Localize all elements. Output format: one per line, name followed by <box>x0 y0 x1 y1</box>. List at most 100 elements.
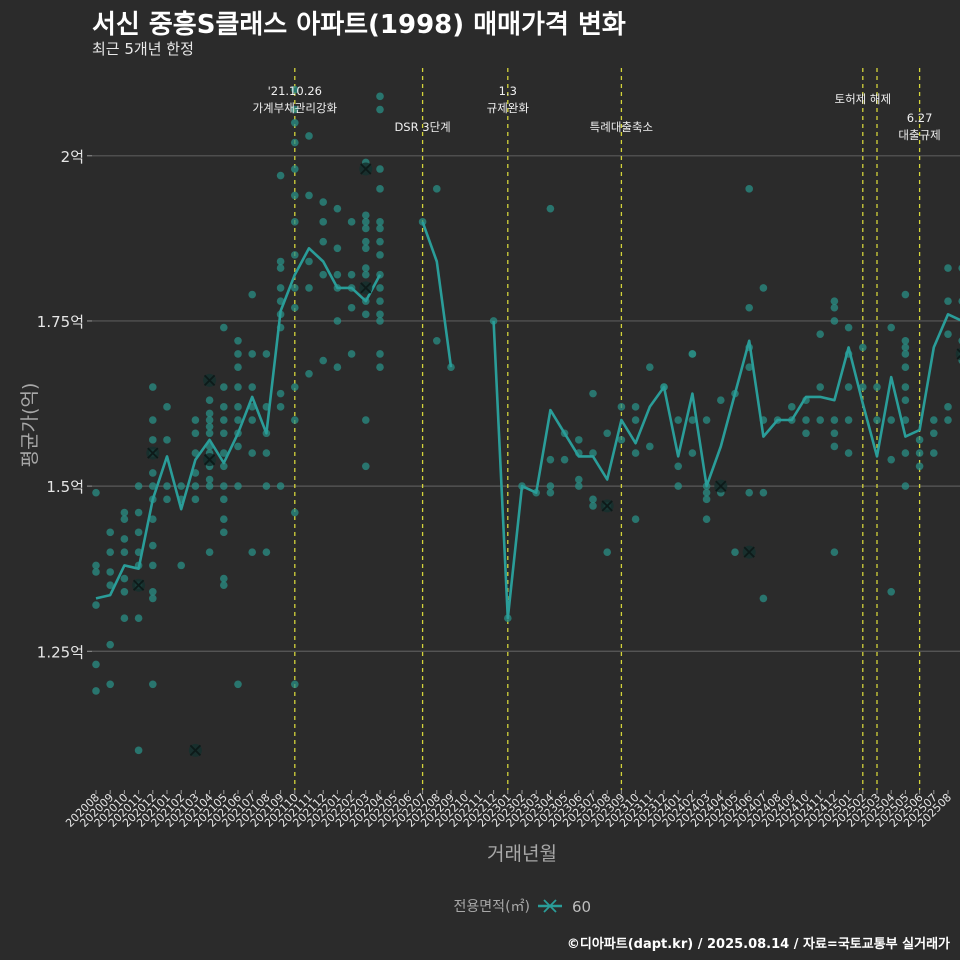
scatter-point <box>191 495 200 504</box>
highlight-marker-x <box>360 163 372 175</box>
scatter-point <box>901 396 910 405</box>
scatter-point <box>731 548 739 556</box>
scatter-point <box>248 548 256 556</box>
scatter-point <box>205 409 214 418</box>
scatter-point <box>163 495 171 504</box>
scatter-point <box>745 185 753 193</box>
scatter-point <box>134 614 143 623</box>
scatter-point <box>319 356 328 365</box>
scatter-point <box>546 482 555 490</box>
scatter-point <box>234 482 242 490</box>
scatter-point <box>276 284 285 292</box>
scatter-point <box>120 574 129 583</box>
scatter-point <box>376 92 384 101</box>
scatter-point <box>376 297 384 305</box>
scatter-point <box>120 588 129 596</box>
y-axis-title: 평균가(억) <box>19 383 41 468</box>
scatter-point <box>901 363 910 371</box>
scatter-point <box>234 403 242 411</box>
legend-entry: 60 <box>572 898 591 916</box>
highlight-marker-x <box>132 579 145 591</box>
scatter-point <box>205 429 214 438</box>
scatter-point <box>177 482 185 490</box>
scatter-point <box>291 508 299 517</box>
scatter-point <box>106 680 114 689</box>
scatter-point <box>134 508 143 517</box>
scatter-point <box>92 488 100 497</box>
scatter-point <box>376 237 384 246</box>
scatter-point <box>376 251 384 259</box>
highlight-marker-x <box>715 480 727 492</box>
scatter-point <box>631 416 640 424</box>
scatter-point <box>376 317 384 325</box>
scatter-point <box>745 488 753 497</box>
scatter-point <box>333 270 342 279</box>
scatter-point <box>248 449 256 457</box>
chart-title: 서신 중흥S클래스 아파트(1998) 매매가격 변화 <box>92 10 626 40</box>
scatter-point <box>830 303 839 312</box>
scatter-point <box>262 449 271 457</box>
scatter-point <box>901 290 910 299</box>
scatter-point <box>362 416 370 424</box>
scatter-point <box>191 416 200 424</box>
scatter-point <box>802 416 810 424</box>
scatter-point <box>376 284 384 292</box>
scatter-point <box>220 429 228 438</box>
scatter-point <box>844 416 853 424</box>
scatter-point <box>205 422 214 431</box>
scatter-point <box>205 416 214 424</box>
highlight-marker-x <box>189 744 202 756</box>
scatter-point <box>291 303 299 312</box>
highlight-marker-x <box>743 546 755 558</box>
scatter-point <box>930 449 938 457</box>
series-line-segment <box>95 247 382 600</box>
highlight-marker <box>203 453 217 467</box>
scatter-point <box>248 383 256 391</box>
scatter-point <box>248 350 256 358</box>
scatter-point <box>944 264 952 272</box>
scatter-point <box>575 436 583 444</box>
scatter-point <box>901 343 910 352</box>
scatter-point <box>575 482 583 490</box>
scatter-point <box>745 363 753 371</box>
scatter-point <box>944 416 952 424</box>
scatter-point <box>163 403 171 411</box>
highlight-marker-x <box>601 500 613 512</box>
annotation-label: 가계부채관리강화 <box>252 101 337 115</box>
scatter-point <box>560 455 569 464</box>
scatter-point <box>901 336 910 345</box>
scatter-point <box>276 403 285 411</box>
scatter-point <box>220 416 228 424</box>
scatter-point <box>276 257 285 266</box>
scatter-point <box>688 416 697 424</box>
scatter-point <box>901 416 910 424</box>
scatter-point <box>347 270 356 279</box>
scatter-point <box>149 515 157 523</box>
scatter-point <box>887 416 895 424</box>
scatter-point <box>234 336 242 345</box>
scatter-point <box>674 482 682 490</box>
scatter-point <box>362 244 370 253</box>
annotation-label: 특례대출축소 <box>590 120 653 134</box>
series-line-segment <box>492 312 960 620</box>
scatter-point <box>120 614 129 623</box>
scatter-point <box>589 495 597 504</box>
scatter-point <box>149 541 157 550</box>
source-caption: ©디아파트(dapt.kr) / 2025.08.14 / 자료=국토교통부 실… <box>566 937 950 952</box>
event-lines <box>294 68 921 790</box>
y-tick-label: 1.75억 <box>37 313 84 331</box>
scatter-point <box>205 475 214 484</box>
scatter-point <box>759 594 768 603</box>
scatter-point <box>305 132 313 140</box>
scatter-point <box>276 389 285 398</box>
scatter-point <box>234 350 242 358</box>
highlight-markers <box>132 162 960 757</box>
scatter-point <box>106 528 114 537</box>
scatter-point <box>347 218 356 226</box>
scatter-point <box>944 297 952 305</box>
highlight-marker <box>203 373 217 387</box>
legend: 전용면적(㎡) 60 <box>454 898 592 916</box>
annotation-label: 6.27 <box>907 111 933 125</box>
scatter-point <box>106 568 114 576</box>
scatter-point <box>376 105 384 114</box>
